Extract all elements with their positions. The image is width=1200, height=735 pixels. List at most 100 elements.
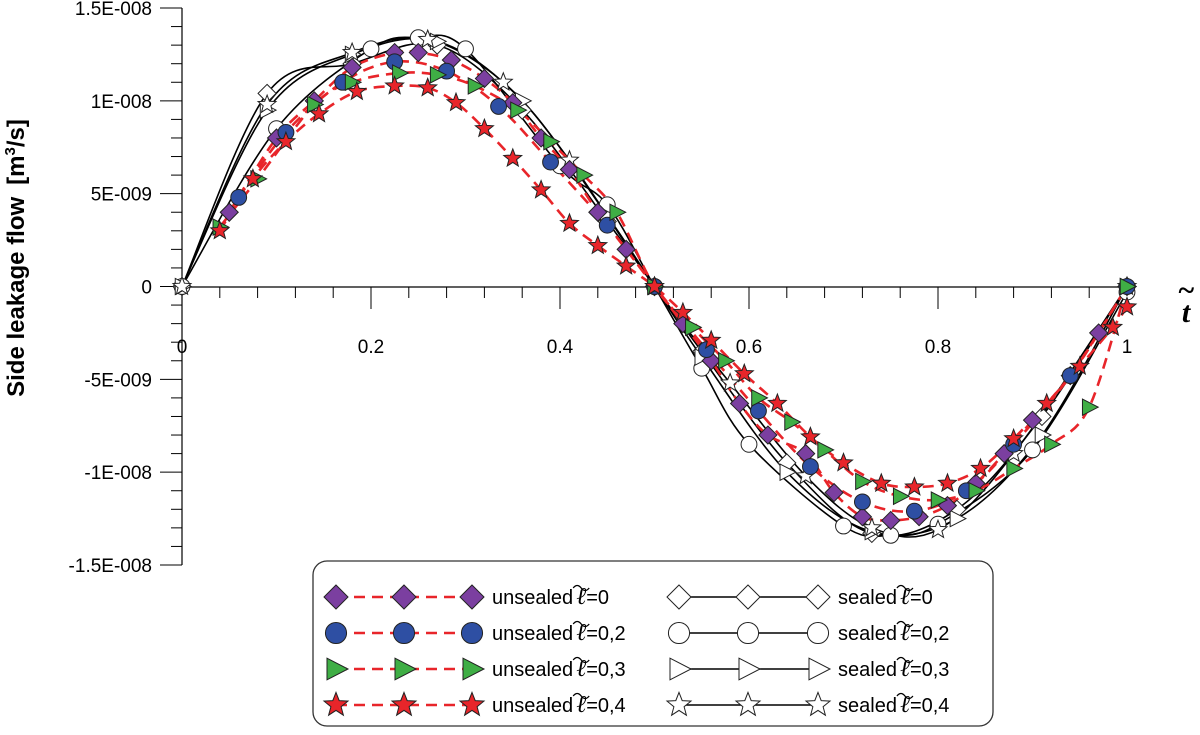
series-2-points (212, 64, 1138, 509)
data-point (445, 91, 467, 112)
legend-tilde-accent (896, 692, 914, 700)
data-point (341, 41, 363, 62)
data-point (417, 28, 439, 49)
legend-marker (804, 691, 832, 717)
data-point (698, 341, 715, 359)
data-point (881, 510, 901, 531)
legend-label-suffix: =0,3 (586, 659, 625, 681)
y-tick-label: -1E-008 (84, 463, 152, 484)
data-point (1061, 367, 1079, 385)
legend-ell-symbol: ℓ (900, 620, 910, 646)
data-point (1069, 355, 1091, 376)
legend-label-suffix: =0 (910, 587, 933, 609)
data-point (1044, 435, 1062, 454)
legend-marker (458, 691, 486, 717)
y-label-unit-prefix: [m (3, 155, 30, 184)
data-point (1119, 277, 1138, 296)
data-point (308, 103, 330, 123)
data-point (474, 117, 495, 138)
data-point (700, 329, 722, 350)
data-point (835, 517, 852, 535)
legend-marker (392, 621, 416, 645)
data-point (784, 413, 802, 431)
legend-tilde-accent (896, 584, 914, 592)
legend-label: sealed ℓ=0,2 (838, 620, 949, 646)
x-tick-label: 0.6 (736, 337, 762, 358)
legend-entry: unsealed ℓ=0,2 (324, 620, 626, 646)
data-point (767, 392, 788, 413)
data-point (384, 75, 405, 95)
data-point (1022, 410, 1043, 430)
y-label-unit-suffix: /s] (3, 119, 30, 147)
data-point (871, 472, 892, 493)
x-tick-label: 0.8 (925, 337, 951, 358)
legend-label-prefix: unsealed (492, 659, 573, 681)
legend-marker (665, 691, 693, 717)
data-point (542, 153, 559, 171)
legend-tilde-accent (572, 584, 590, 592)
y-tick-label: 0 (141, 278, 152, 299)
data-point (474, 68, 495, 89)
data-point (543, 132, 561, 151)
x-label-accent: ~ (1177, 274, 1194, 307)
data-point (904, 476, 925, 496)
x-axis-label: ~ t (1177, 274, 1194, 329)
legend-label-prefix: unsealed (492, 695, 573, 717)
x-tick-label: 0.4 (547, 337, 574, 358)
legend-label-suffix: =0 (586, 587, 609, 609)
legend-marker (806, 621, 830, 645)
data-point (588, 202, 608, 222)
data-point (853, 493, 871, 511)
legend-ell-symbol: ℓ (900, 656, 910, 682)
data-point (1088, 323, 1109, 343)
data-point (408, 42, 428, 63)
legend-entry: sealed ℓ=0,3 (669, 656, 949, 682)
data-point (1003, 427, 1024, 448)
data-point (171, 275, 193, 296)
legend-entry: sealed ℓ=0,2 (667, 620, 949, 646)
data-point (855, 472, 873, 491)
legend-marker (734, 691, 762, 717)
y-tick-label: 1.5E-008 (75, 0, 152, 20)
data-point (219, 202, 239, 222)
data-point (417, 77, 439, 97)
data-point (307, 95, 325, 114)
legend-marker (323, 584, 349, 610)
data-point (598, 216, 616, 234)
data-point (344, 73, 363, 92)
legend-ell-symbol: ℓ (576, 656, 586, 682)
legend-ell-symbol: ℓ (900, 692, 910, 718)
legend-marker (667, 621, 691, 645)
legend-marker (462, 657, 486, 681)
legend-entry: unsealed ℓ=0,4 (322, 691, 626, 718)
data-point (892, 487, 911, 506)
data-point (457, 40, 474, 58)
data-point (685, 318, 703, 337)
legend-marker (460, 621, 484, 645)
legend-marker (324, 621, 348, 645)
y-label-unit-sup: 3 (2, 147, 19, 155)
data-point (937, 472, 958, 493)
legend-marker (735, 584, 761, 610)
data-point (587, 234, 609, 255)
legend-marker (808, 657, 832, 681)
legend-label-suffix: =0,2 (586, 623, 625, 645)
series-3 (218, 84, 1129, 489)
data-point (609, 203, 627, 222)
data-point (615, 255, 637, 275)
data-point (362, 40, 380, 58)
legend-ell-symbol: ℓ (900, 584, 910, 610)
series-0 (228, 49, 1129, 522)
legend-entry: unsealed ℓ=0,3 (326, 656, 626, 682)
data-point (644, 275, 665, 296)
legend-label: unsealed ℓ=0,3 (492, 656, 626, 682)
legend-marker (322, 691, 350, 717)
data-point (275, 130, 297, 151)
legend-ell-symbol: ℓ (576, 620, 586, 646)
legend-label-prefix: sealed (838, 623, 897, 645)
legend-marker (391, 584, 417, 610)
series-line (218, 84, 1129, 489)
series-line (218, 71, 1129, 502)
